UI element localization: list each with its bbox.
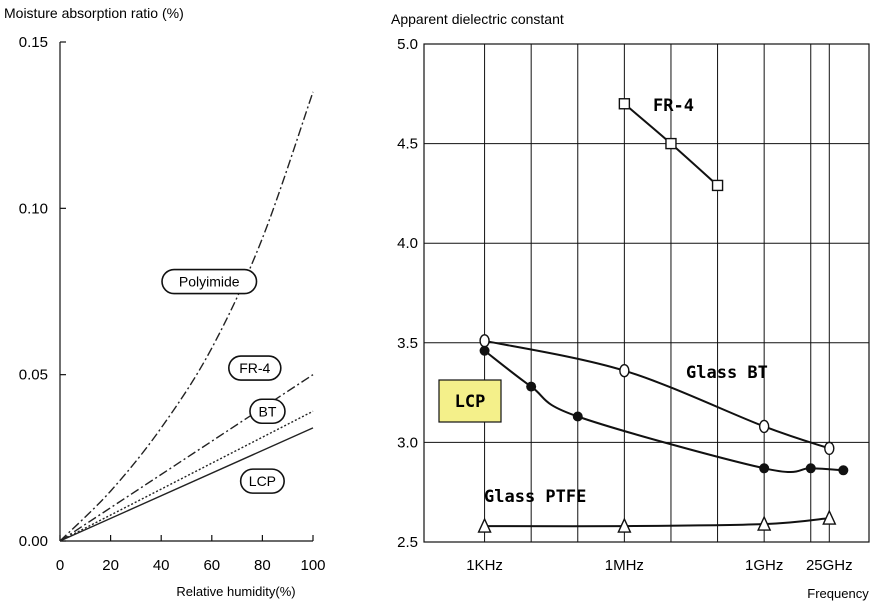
data-point-lcp (838, 465, 849, 476)
series-line-lcp (483, 349, 844, 474)
data-point-lcp (572, 411, 583, 422)
left-x-tick-label: 40 (153, 557, 170, 574)
left-x-tick-label: 20 (102, 557, 119, 574)
data-point-fr-4 (711, 179, 724, 192)
label-lcp-box (438, 379, 502, 423)
right-y-tick-label: 4.5 (397, 136, 418, 153)
data-point-glass-ptfe (757, 515, 772, 531)
series-label: BT (259, 403, 277, 419)
series-line-lcp (59, 427, 314, 542)
series-label: FR-4 (239, 360, 270, 376)
right-y-axis-label: Apparent dielectric constant (391, 11, 564, 27)
data-point-glass-bt (824, 441, 835, 456)
right-y-tick-label: 2.5 (397, 534, 418, 551)
series-label: Polyimide (179, 274, 240, 290)
data-point-lcp (805, 463, 816, 474)
series-line-polyimide (59, 91, 314, 542)
right-x-axis-label: Frequency (807, 586, 869, 601)
left-x-axis-label: Relative humidity(%) (176, 584, 295, 599)
dielectric-chart: Apparent dielectric constant 2.5 3.0 3.5 4.… (391, 11, 870, 601)
left-y-tick-label: 0.15 (19, 34, 48, 51)
series-line-bt (59, 410, 314, 542)
data-point-glass-bt (619, 363, 630, 378)
series-line-glass-bt (484, 339, 830, 450)
left-y-axis-label: Moisture absorption ratio (%) (4, 5, 184, 21)
series-label-pill (249, 398, 286, 425)
moisture-chart: Moisture absorption ratio (%) 0.00 0.05 0.… (4, 5, 326, 599)
series-label-pill (239, 468, 285, 494)
data-point-fr-4 (618, 98, 631, 110)
right-y-tick-label: 5.0 (397, 36, 418, 53)
right-y-tick-label: 3.5 (397, 335, 418, 352)
left-y-tick-label: 0.10 (19, 200, 48, 217)
data-point-glass-ptfe (822, 509, 837, 525)
right-x-tick-label: 25GHz (806, 557, 853, 574)
label-glass-bt: Glass BT (686, 363, 768, 383)
series-label-pill (228, 355, 282, 381)
left-x-tick-label: 0 (56, 557, 64, 574)
data-point-glass-ptfe (617, 517, 632, 533)
series-label-pill (161, 268, 258, 295)
right-plot-frame (423, 43, 870, 543)
right-x-tick-label: 1MHz (605, 557, 644, 574)
left-y-tick-label: 0.00 (19, 533, 48, 550)
left-x-tick-label: 80 (254, 557, 271, 574)
label-fr4: FR-4 (653, 96, 694, 116)
label-lcp: LCP (455, 392, 486, 412)
right-y-tick-label: 4.0 (397, 235, 418, 252)
series-line-glass-ptfe (484, 517, 830, 528)
label-glass-ptfe: Glass PTFE (484, 487, 586, 507)
right-x-tick-label: 1GHz (745, 557, 783, 574)
data-point-glass-bt (758, 419, 770, 434)
left-x-tick-label: 100 (300, 557, 325, 574)
data-point-glass-ptfe (477, 517, 492, 533)
right-y-tick-label: 3.0 (397, 434, 418, 451)
right-x-tick-label: 1KHz (466, 557, 503, 574)
data-point-lcp (759, 463, 770, 474)
left-y-tick-label: 0.05 (19, 367, 48, 384)
left-x-tick-label: 60 (203, 557, 220, 574)
data-point-lcp (526, 381, 537, 392)
data-point-fr-4 (665, 137, 677, 150)
data-point-lcp (479, 345, 490, 356)
data-point-glass-bt (479, 334, 490, 348)
series-label: LCP (249, 473, 276, 489)
